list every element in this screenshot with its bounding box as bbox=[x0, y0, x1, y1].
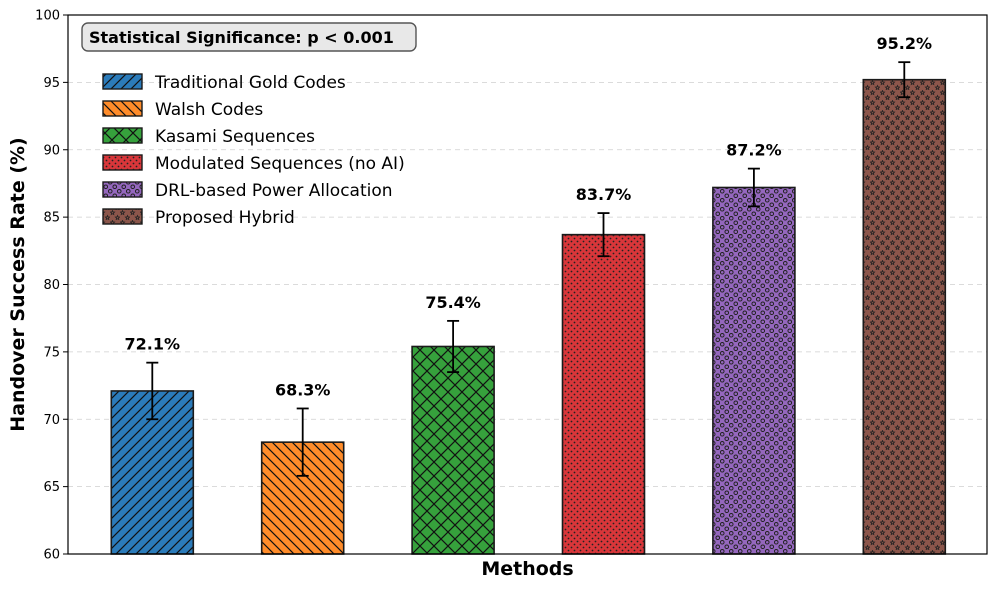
value-label: 87.2% bbox=[726, 141, 782, 160]
y-tick-label: 100 bbox=[35, 9, 60, 24]
legend-swatch bbox=[102, 154, 143, 171]
legend: Traditional Gold Codes Walsh Codes Kasami … bbox=[102, 73, 405, 228]
bar bbox=[411, 345, 495, 555]
legend-label: DRL-based Power Allocation bbox=[155, 181, 393, 201]
bar bbox=[561, 233, 646, 555]
value-label: 72.1% bbox=[125, 335, 181, 354]
y-tick-label: 85 bbox=[43, 211, 60, 226]
value-label: 68.3% bbox=[275, 380, 331, 399]
y-tick-label: 90 bbox=[43, 143, 60, 158]
y-axis-title: Handover Success Rate (%) bbox=[7, 137, 29, 431]
y-tick-label: 65 bbox=[43, 480, 60, 495]
bar bbox=[712, 186, 796, 555]
legend-swatch bbox=[102, 100, 143, 117]
y-tick-label: 80 bbox=[43, 278, 60, 293]
y-tick-label: 75 bbox=[43, 345, 60, 360]
legend-label: Traditional Gold Codes bbox=[154, 73, 346, 93]
bar bbox=[862, 78, 947, 555]
x-axis-title: Methods bbox=[481, 558, 573, 580]
y-tick-label: 95 bbox=[43, 76, 60, 91]
error-bars bbox=[146, 61, 911, 477]
y-tick-label: 70 bbox=[43, 413, 60, 428]
legend-swatch bbox=[102, 181, 143, 198]
legend-swatch bbox=[102, 73, 143, 90]
legend-swatch bbox=[102, 208, 143, 225]
value-labels: 72.1% 68.3% 75.4% 83.7% 87.2% 95.2% bbox=[125, 34, 933, 399]
significance-annotation: Statistical Significance: p < 0.001 bbox=[81, 22, 417, 52]
y-tick-label: 60 bbox=[43, 548, 60, 563]
legend-swatch bbox=[102, 127, 143, 144]
y-axis: 60 65 70 75 80 85 90 95 100 bbox=[35, 9, 68, 563]
value-label: 95.2% bbox=[877, 34, 933, 53]
annotation-text: Statistical Significance: p < 0.001 bbox=[89, 28, 394, 47]
legend-label: Modulated Sequences (no AI) bbox=[155, 154, 405, 174]
value-label: 83.7% bbox=[576, 185, 632, 204]
legend-label: Proposed Hybrid bbox=[155, 208, 295, 228]
grid-lines bbox=[68, 14, 987, 555]
legend-label: Walsh Codes bbox=[155, 100, 263, 120]
annotation-box bbox=[81, 22, 417, 52]
value-label: 75.4% bbox=[425, 293, 481, 312]
legend-label: Kasami Sequences bbox=[155, 127, 315, 147]
bars bbox=[110, 78, 947, 555]
